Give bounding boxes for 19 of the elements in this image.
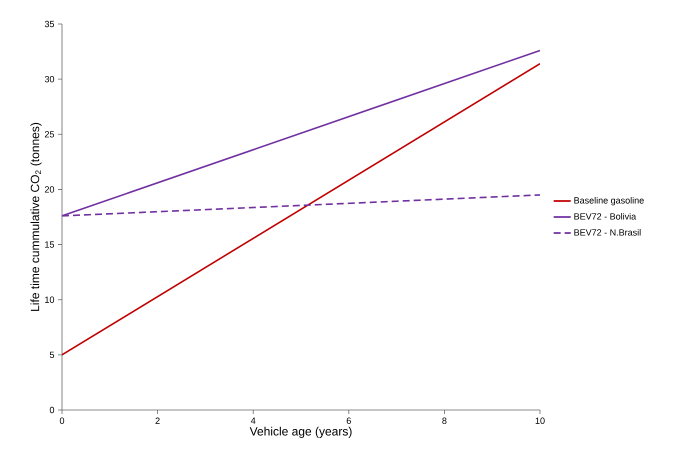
y-tick-label: 20 <box>44 186 54 193</box>
legend-label: BEV72 - Bolivia <box>574 212 636 220</box>
x-tick-label: 10 <box>536 418 545 424</box>
legend-label: Baseline gasoline <box>574 196 644 206</box>
x-tick-label: 8 <box>442 418 447 424</box>
y-tick-label: 5 <box>50 352 54 358</box>
y-tick-label: 25 <box>44 131 54 138</box>
y-axis-title: Life time cummulative CO$_{2}$ (tonnes) <box>30 122 42 311</box>
x-tick-label: 6 <box>346 418 351 424</box>
y-tick-label: 10 <box>45 296 54 303</box>
x-tick-label: 4 <box>250 418 256 424</box>
y-tick-label: 35 <box>44 20 54 28</box>
x-tick-label: 2 <box>156 418 160 424</box>
y-tick-label: 30 <box>44 76 54 82</box>
x-tick-label: 0 <box>60 418 64 424</box>
y-tick-label: 0 <box>50 406 54 414</box>
y-tick-label: 15 <box>45 241 54 248</box>
x-axis-title: Vehicle age (years) <box>250 426 352 438</box>
legend-label: BEV72 - N.Brasil <box>574 229 641 236</box>
